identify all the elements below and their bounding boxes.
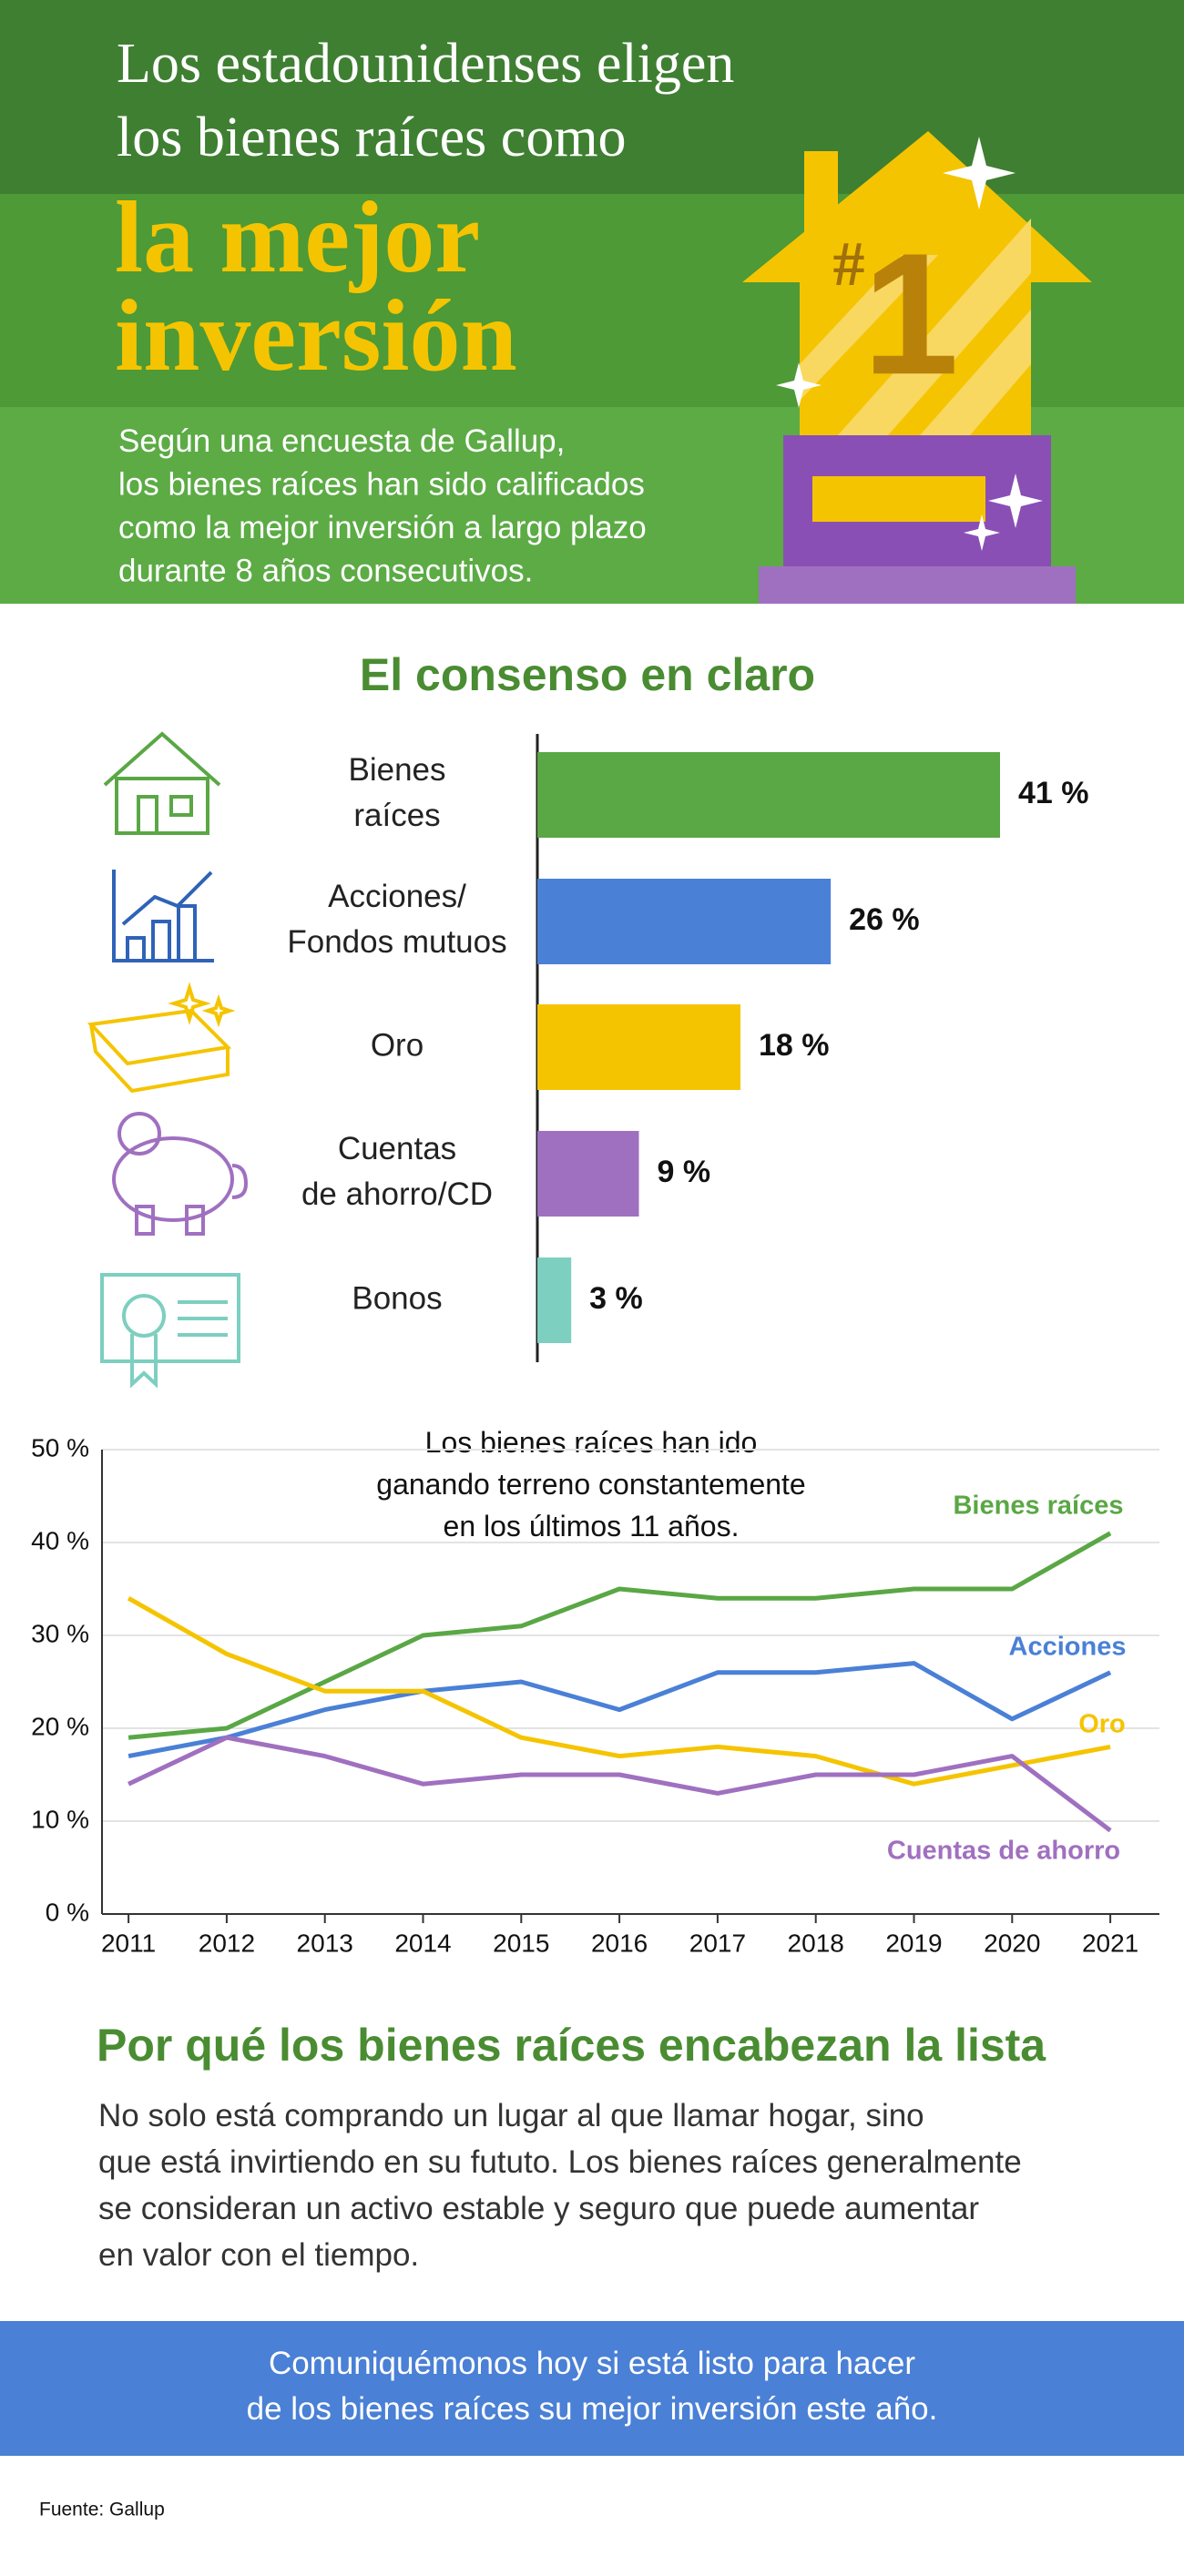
category-label: Oro <box>371 1027 424 1063</box>
bar <box>537 1004 741 1090</box>
bar <box>537 1257 572 1343</box>
x-tick-label: 2016 <box>591 1929 648 1957</box>
source: Fuente: Gallup <box>39 2500 165 2520</box>
y-tick-label: 20 % <box>31 1712 89 1740</box>
x-tick-label: 2020 <box>984 1929 1040 1957</box>
series-label: Acciones <box>1009 1633 1127 1662</box>
y-tick-label: 50 % <box>31 1433 89 1461</box>
category-label: Bienes raíces <box>348 752 445 833</box>
value-label: 26 % <box>849 902 920 937</box>
header-highlight: la mejor inversión <box>115 181 517 392</box>
y-tick-label: 10 % <box>31 1805 89 1833</box>
header-title: Los estadounidenses eligen los bienes raí… <box>117 33 734 168</box>
series-label: Cuentas de ahorro <box>887 1837 1120 1866</box>
header-subtitle: Según una encuesta de Gallup, los bienes … <box>118 423 647 589</box>
value-label: 3 % <box>589 1281 643 1316</box>
x-tick-label: 2021 <box>1082 1929 1138 1957</box>
bar <box>537 879 832 964</box>
series-line <box>127 1596 1111 1787</box>
x-tick-label: 2012 <box>199 1929 255 1957</box>
series-line <box>128 1531 1112 1740</box>
series-label: Oro <box>1078 1710 1126 1739</box>
y-tick-label: 40 % <box>31 1526 89 1554</box>
category-label: Bonos <box>352 1280 442 1316</box>
header-band <box>0 0 1184 194</box>
series-label: Bienes raíces <box>953 1492 1123 1521</box>
value-label: 18 % <box>759 1028 830 1063</box>
series-line <box>128 1735 1112 1833</box>
x-tick-label: 2011 <box>101 1929 156 1957</box>
bar <box>537 752 1000 838</box>
bar <box>537 1131 639 1217</box>
x-tick-label: 2019 <box>885 1929 942 1957</box>
value-label: 41 % <box>1018 776 1089 810</box>
x-tick-label: 2018 <box>788 1929 844 1957</box>
x-tick-label: 2013 <box>297 1929 353 1957</box>
badge-symbol: # <box>833 229 865 300</box>
chart-title: El consenso en claro <box>360 649 815 700</box>
x-tick-label: 2017 <box>689 1929 746 1957</box>
x-tick-label: 2015 <box>493 1929 549 1957</box>
y-tick-label: 30 % <box>31 1619 89 1647</box>
chart-annotation: Los bienes raíces han ido ganando terreno… <box>376 1426 805 1543</box>
x-tick-label: 2014 <box>394 1929 451 1957</box>
cta-band <box>0 2321 1184 2456</box>
category-label: Acciones/Fondos mutuos <box>287 879 506 960</box>
badge-number: 1 <box>862 218 959 411</box>
section-heading: Por qué los bienes raíces encabezan la l… <box>97 2020 1046 2071</box>
value-label: 9 % <box>658 1155 711 1189</box>
y-tick-label: 0 % <box>46 1898 89 1926</box>
house-icon <box>742 131 1092 604</box>
section-body: No solo está comprando un lugar al que l… <box>98 2098 1022 2273</box>
series-line <box>128 1661 1112 1759</box>
category-icons <box>87 731 249 1389</box>
cta: Comuniquémonos hoy si está listo para ha… <box>247 2346 938 2427</box>
category-label: Cuentas de ahorro/CD <box>301 1131 493 1212</box>
